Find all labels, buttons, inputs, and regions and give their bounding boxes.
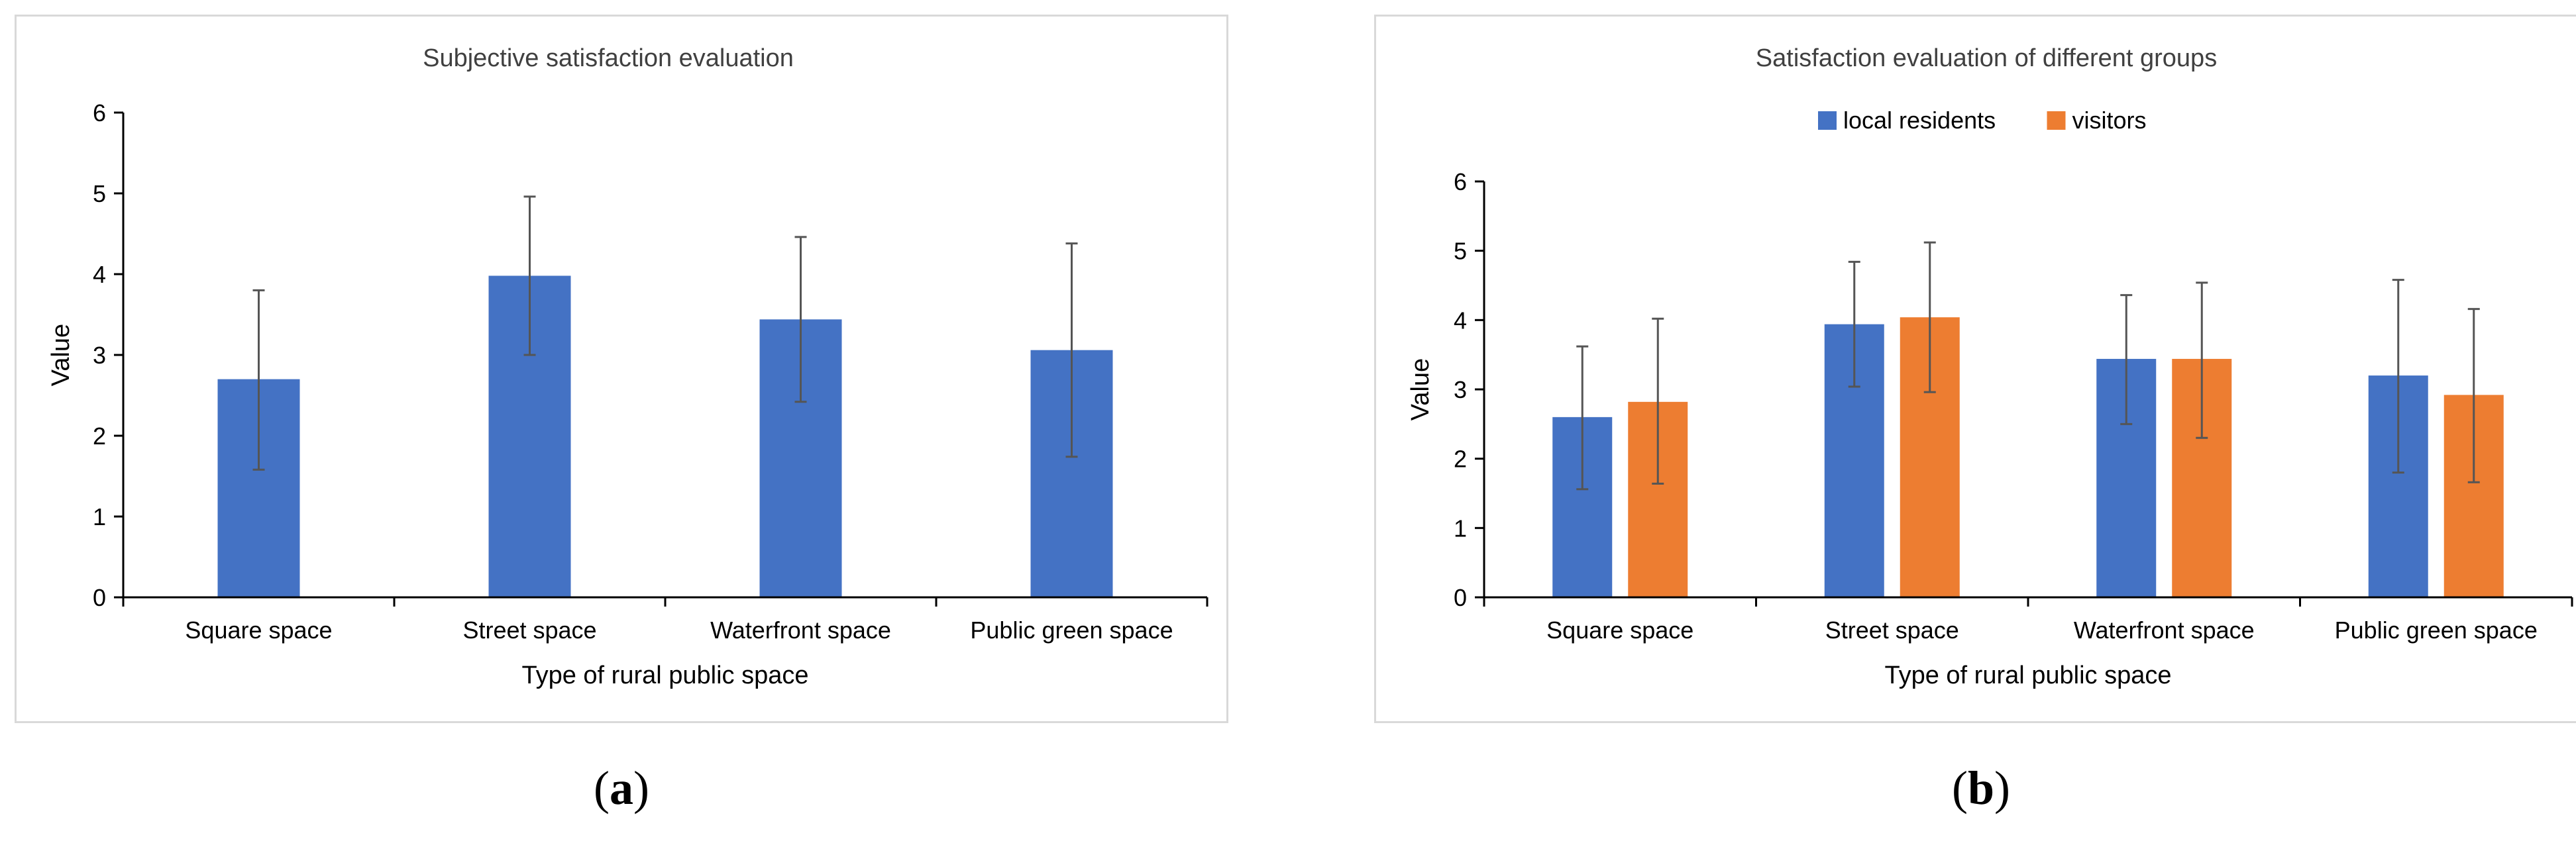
chart-title: Satisfaction evaluation of different gro… bbox=[1756, 44, 2217, 72]
chart-title: Subjective satisfaction evaluation bbox=[423, 44, 794, 72]
y-tick-label: 6 bbox=[1454, 168, 1467, 195]
x-axis-label: Type of rural public space bbox=[521, 662, 808, 689]
y-axis-label: Value bbox=[47, 324, 75, 386]
x-tick-label: Square space bbox=[1546, 617, 1693, 644]
x-axis-label: Type of rural public space bbox=[1884, 662, 2171, 689]
y-tick-label: 2 bbox=[93, 422, 106, 450]
y-tick-label: 0 bbox=[93, 584, 106, 611]
caption-a: (a) bbox=[594, 762, 649, 815]
chart-frame-a bbox=[15, 15, 1228, 723]
legend-entry: visitors bbox=[2072, 107, 2147, 134]
y-tick-label: 1 bbox=[93, 503, 106, 530]
y-tick-label: 4 bbox=[93, 261, 106, 288]
y-tick-label: 6 bbox=[93, 99, 106, 126]
chart-frame-b bbox=[1374, 15, 2576, 723]
x-tick-label: Public green space bbox=[970, 617, 1173, 644]
caption-b: (b) bbox=[1951, 762, 2010, 815]
x-tick-label: Waterfront space bbox=[2074, 617, 2255, 644]
legend-swatch bbox=[1818, 111, 1837, 130]
chart-b: Satisfaction evaluation of different gro… bbox=[1407, 44, 2573, 689]
caption-b-letter: b bbox=[1967, 762, 1995, 815]
caption-a-letter: a bbox=[610, 762, 633, 815]
y-tick-label: 3 bbox=[1454, 376, 1467, 403]
y-tick-label: 5 bbox=[1454, 238, 1467, 265]
y-tick-label: 0 bbox=[1454, 584, 1467, 611]
chart-a: Subjective satisfaction evaluation Square… bbox=[47, 44, 1208, 689]
x-tick-label: Square space bbox=[185, 617, 332, 644]
y-tick-label: 1 bbox=[1454, 515, 1467, 542]
legend-swatch bbox=[2047, 111, 2066, 130]
x-tick-label: Public green space bbox=[2335, 617, 2538, 644]
y-tick-label: 5 bbox=[93, 180, 106, 207]
y-tick-label: 2 bbox=[1454, 446, 1467, 473]
x-tick-label: Street space bbox=[462, 617, 596, 644]
legend-entry: local residents bbox=[1843, 107, 1996, 134]
y-axis-label: Value bbox=[1407, 358, 1434, 420]
chart-panel-b: Satisfaction evaluation of different gro… bbox=[1374, 15, 2576, 723]
chart-panel-a: Subjective satisfaction evaluation Square… bbox=[15, 15, 1228, 723]
y-tick-label: 3 bbox=[93, 342, 106, 369]
x-tick-label: Street space bbox=[1825, 617, 1959, 644]
x-tick-label: Waterfront space bbox=[710, 617, 891, 644]
y-tick-label: 4 bbox=[1454, 307, 1467, 334]
